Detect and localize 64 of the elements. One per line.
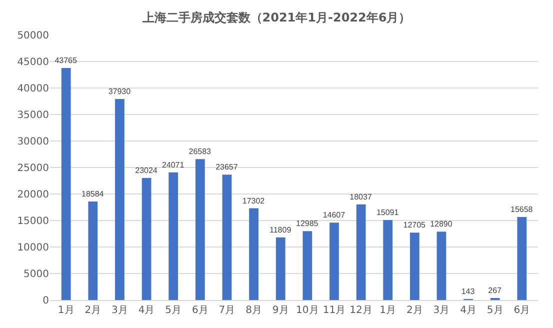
bar [302,231,312,300]
bar [61,68,71,300]
x-tick-label: 2月 [84,305,102,316]
bar [436,232,446,300]
data-label: 15091 [376,208,400,218]
data-label: 26583 [188,147,212,156]
data-label: 12890 [430,220,453,229]
y-tick-label: 30000 [17,136,49,148]
bar [517,217,527,300]
x-tick-label: 6月 [514,305,530,316]
y-tick-label: 40000 [17,84,49,94]
data-label: 267 [488,286,502,295]
bar [410,232,420,300]
x-tick-label: 12月 [350,305,372,316]
data-label: 143 [461,287,476,296]
bar [142,178,152,300]
data-label: 18584 [82,190,104,198]
y-tick-label: 15000 [17,216,49,227]
bar [222,174,232,300]
bar [195,159,205,300]
data-label: 18037 [350,192,372,202]
chart-title: 上海二手房成交套数（2021年1月-2022年6月） [141,10,411,25]
bar [88,202,98,300]
y-tick-label: 25000 [17,163,49,174]
data-label: 24071 [162,160,185,170]
bar [383,220,393,300]
data-label: 23657 [216,162,238,172]
y-tick-label: 0 [42,296,49,306]
data-label: 12985 [296,219,319,228]
data-label: 15658 [510,205,534,214]
bar [330,222,339,300]
x-tick-label: 9月 [272,305,289,316]
x-tick-label: 1月 [58,305,74,316]
x-tick-label: 5月 [165,305,182,316]
bar [356,204,366,300]
x-tick-label: 1月 [380,305,396,316]
y-tick-label: 35000 [17,110,49,121]
bar [115,98,124,300]
x-tick-label: 6月 [192,305,208,316]
data-label: 37930 [108,86,132,96]
data-label: 14607 [322,210,346,220]
bar [276,237,286,300]
y-tick-label: 45000 [17,57,49,68]
y-tick-label: 10000 [17,242,49,254]
y-tick-label: 50000 [17,30,49,42]
data-label: 23024 [135,166,158,175]
x-tick-label: 8月 [246,305,262,316]
x-tick-label: 10月 [296,305,319,316]
x-tick-label: 11月 [322,305,346,316]
data-label: 12705 [403,220,426,230]
data-label: 43765 [54,56,78,66]
bar [168,172,178,300]
x-tick-label: 4月 [460,305,476,316]
bar [249,208,258,300]
data-label: 11809 [269,225,292,234]
x-tick-label: 4月 [138,305,155,316]
x-tick-label: 3月 [112,305,128,316]
y-tick-label: 20000 [17,190,49,200]
x-tick-label: 5月 [486,305,504,316]
x-tick-label: 7月 [218,305,236,316]
x-tick-label: 3月 [433,305,450,316]
y-tick-label: 5000 [24,269,49,280]
data-label: 17302 [242,196,266,206]
x-tick-label: 2月 [406,305,423,316]
